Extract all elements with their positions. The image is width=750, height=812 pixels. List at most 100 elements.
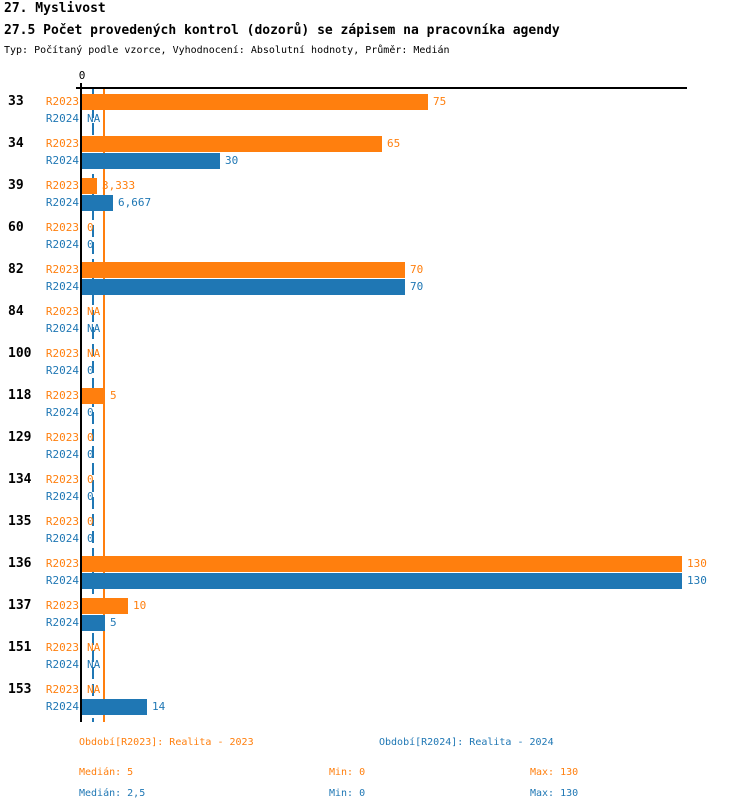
category-label: 60 <box>8 220 24 235</box>
bar-r2024 <box>82 699 147 715</box>
stat-min-r2023: Min: 0 <box>329 767 366 778</box>
bar-value-label-r2023: NA <box>87 305 101 318</box>
series-label-r2023: R2023 <box>45 473 79 486</box>
stat-min-r2024: Min: 0 <box>329 788 366 799</box>
chart-subtitle: Typ: Počítaný podle vzorce, Vyhodnocení:… <box>4 45 450 56</box>
series-label-r2024: R2024 <box>45 700 79 713</box>
series-label-r2024: R2024 <box>45 112 79 125</box>
bar-value-label-r2024: NA <box>87 112 101 125</box>
top-axis-line <box>76 87 687 89</box>
series-label-r2024: R2024 <box>45 154 79 167</box>
category-label: 151 <box>8 640 32 655</box>
chart-section-title: 27. Myslivost <box>4 1 106 16</box>
bar-value-label-r2024: 6,667 <box>118 196 152 209</box>
bar-value-label-r2023: 0 <box>87 221 94 234</box>
series-label-r2023: R2023 <box>45 389 79 402</box>
bar-value-label-r2023: 0 <box>87 431 94 444</box>
category-label: 134 <box>8 472 32 487</box>
legend-r2024: Období[R2024]: Realita - 2024 <box>379 737 554 748</box>
bar-r2023 <box>82 262 405 278</box>
bar-value-label-r2023: 3,333 <box>102 179 136 192</box>
bar-r2023 <box>82 94 428 110</box>
series-label-r2023: R2023 <box>45 683 79 696</box>
bar-value-label-r2023: 65 <box>387 137 401 150</box>
bar-value-label-r2023: 10 <box>133 599 147 612</box>
series-label-r2024: R2024 <box>45 574 79 587</box>
bar-value-label-r2023: NA <box>87 683 101 696</box>
bar-value-label-r2023: 75 <box>433 95 447 108</box>
category-label: 118 <box>8 388 32 403</box>
series-label-r2024: R2024 <box>45 196 79 209</box>
category-label: 153 <box>8 682 32 697</box>
series-label-r2024: R2024 <box>45 616 79 629</box>
category-label: 100 <box>8 346 32 361</box>
stat-max-r2024: Max: 130 <box>530 788 579 799</box>
bar-r2023 <box>82 556 682 572</box>
bar-value-label-r2024: 0 <box>87 364 94 377</box>
category-label: 34 <box>8 136 24 151</box>
series-label-r2023: R2023 <box>45 431 79 444</box>
bar-value-label-r2024: 70 <box>410 280 424 293</box>
bar-value-label-r2024: NA <box>87 658 101 671</box>
series-label-r2024: R2024 <box>45 238 79 251</box>
category-label: 84 <box>8 304 24 319</box>
series-label-r2023: R2023 <box>45 263 79 276</box>
bar-r2024 <box>82 573 682 589</box>
category-label: 129 <box>8 430 32 445</box>
bar-r2023 <box>82 598 128 614</box>
category-label: 136 <box>8 556 32 571</box>
bar-r2024 <box>82 279 405 295</box>
series-label-r2023: R2023 <box>45 557 79 570</box>
bar-value-label-r2024: 5 <box>110 616 117 629</box>
bar-value-label-r2024: 130 <box>687 574 707 587</box>
bar-value-label-r2024: 14 <box>152 700 166 713</box>
stat-median-r2023: Medián: 5 <box>79 767 134 778</box>
category-label: 135 <box>8 514 32 529</box>
bar-r2024 <box>82 615 105 631</box>
series-label-r2024: R2024 <box>45 658 79 671</box>
series-label-r2024: R2024 <box>45 280 79 293</box>
bar-value-label-r2024: 0 <box>87 490 94 503</box>
bar-value-label-r2023: 5 <box>110 389 117 402</box>
bar-r2023 <box>82 388 105 404</box>
legend-r2023: Období[R2023]: Realita - 2023 <box>79 737 254 748</box>
series-label-r2024: R2024 <box>45 532 79 545</box>
bar-value-label-r2023: NA <box>87 347 101 360</box>
bar-value-label-r2024: 0 <box>87 238 94 251</box>
bar-value-label-r2023: 0 <box>87 473 94 486</box>
category-label: 39 <box>8 178 24 193</box>
bar-r2023 <box>82 178 97 194</box>
series-label-r2023: R2023 <box>45 221 79 234</box>
stat-max-r2023: Max: 130 <box>530 767 579 778</box>
bar-value-label-r2023: 130 <box>687 557 707 570</box>
series-label-r2024: R2024 <box>45 406 79 419</box>
bar-value-label-r2024: 0 <box>87 406 94 419</box>
series-label-r2023: R2023 <box>45 137 79 150</box>
category-label: 33 <box>8 94 24 109</box>
bar-value-label-r2023: NA <box>87 641 101 654</box>
zero-tick-label: 0 <box>78 69 86 82</box>
chart-title: 27.5 Počet provedených kontrol (dozorů) … <box>4 23 560 38</box>
bar-value-label-r2023: 0 <box>87 515 94 528</box>
series-label-r2023: R2023 <box>45 305 79 318</box>
category-label: 82 <box>8 262 24 277</box>
series-label-r2023: R2023 <box>45 347 79 360</box>
median-line-r2024 <box>92 89 94 722</box>
series-label-r2023: R2023 <box>45 599 79 612</box>
series-label-r2023: R2023 <box>45 95 79 108</box>
bar-r2024 <box>82 153 220 169</box>
bar-r2023 <box>82 136 382 152</box>
median-line-r2023 <box>103 89 105 722</box>
bar-value-label-r2024: 0 <box>87 532 94 545</box>
bar-r2024 <box>82 195 113 211</box>
zero-axis-line <box>80 83 82 722</box>
series-label-r2023: R2023 <box>45 179 79 192</box>
series-label-r2024: R2024 <box>45 364 79 377</box>
bar-value-label-r2024: 0 <box>87 448 94 461</box>
series-label-r2024: R2024 <box>45 322 79 335</box>
series-label-r2024: R2024 <box>45 448 79 461</box>
bar-value-label-r2024: 30 <box>225 154 239 167</box>
bar-value-label-r2024: NA <box>87 322 101 335</box>
